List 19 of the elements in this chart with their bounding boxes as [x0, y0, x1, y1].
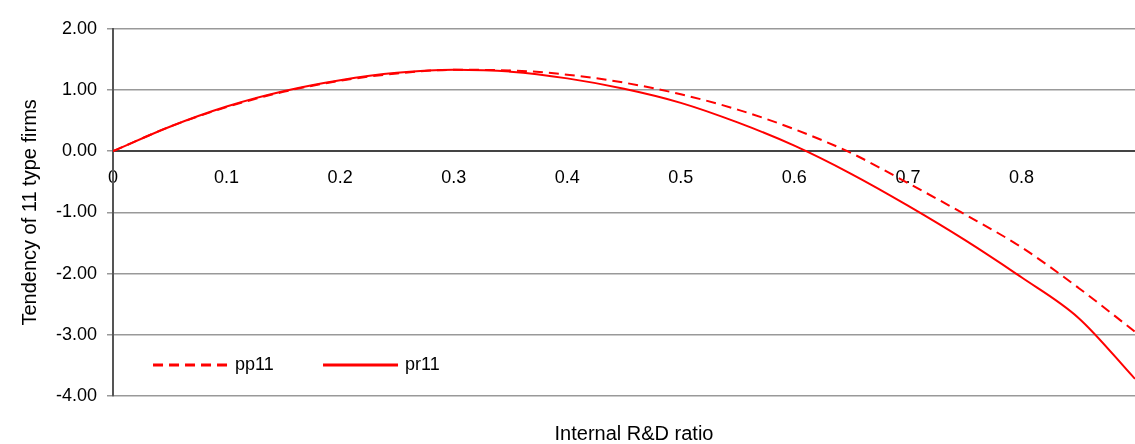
y-tick-label: -3.00 [56, 323, 98, 344]
legend-label: pr11 [405, 353, 440, 374]
x-axis-title: Internal R&D ratio [554, 422, 714, 444]
y-tick-label: 1.00 [61, 78, 98, 99]
x-tick-label: 0.3 [441, 166, 467, 187]
y-tick-label: 2.00 [61, 17, 98, 38]
x-tick-label: 0.2 [327, 166, 353, 187]
x-tick-label: 0.8 [1008, 166, 1034, 187]
y-tick-label: -1.00 [56, 201, 98, 222]
legend-label: pp11 [235, 353, 274, 374]
x-tick-label: 0.4 [554, 166, 580, 187]
x-tick-label: 0.6 [781, 166, 807, 187]
x-tick-label: 0.1 [214, 166, 240, 187]
y-tick-label: -4.00 [56, 384, 98, 405]
x-tick-label: 0.7 [895, 166, 921, 187]
y-axis-title: Tendency of 11 type firms [17, 99, 40, 326]
y-tick-label: 0.00 [61, 140, 98, 161]
x-tick-label: 0.5 [668, 166, 694, 187]
y-tick-label: -2.00 [56, 262, 98, 283]
